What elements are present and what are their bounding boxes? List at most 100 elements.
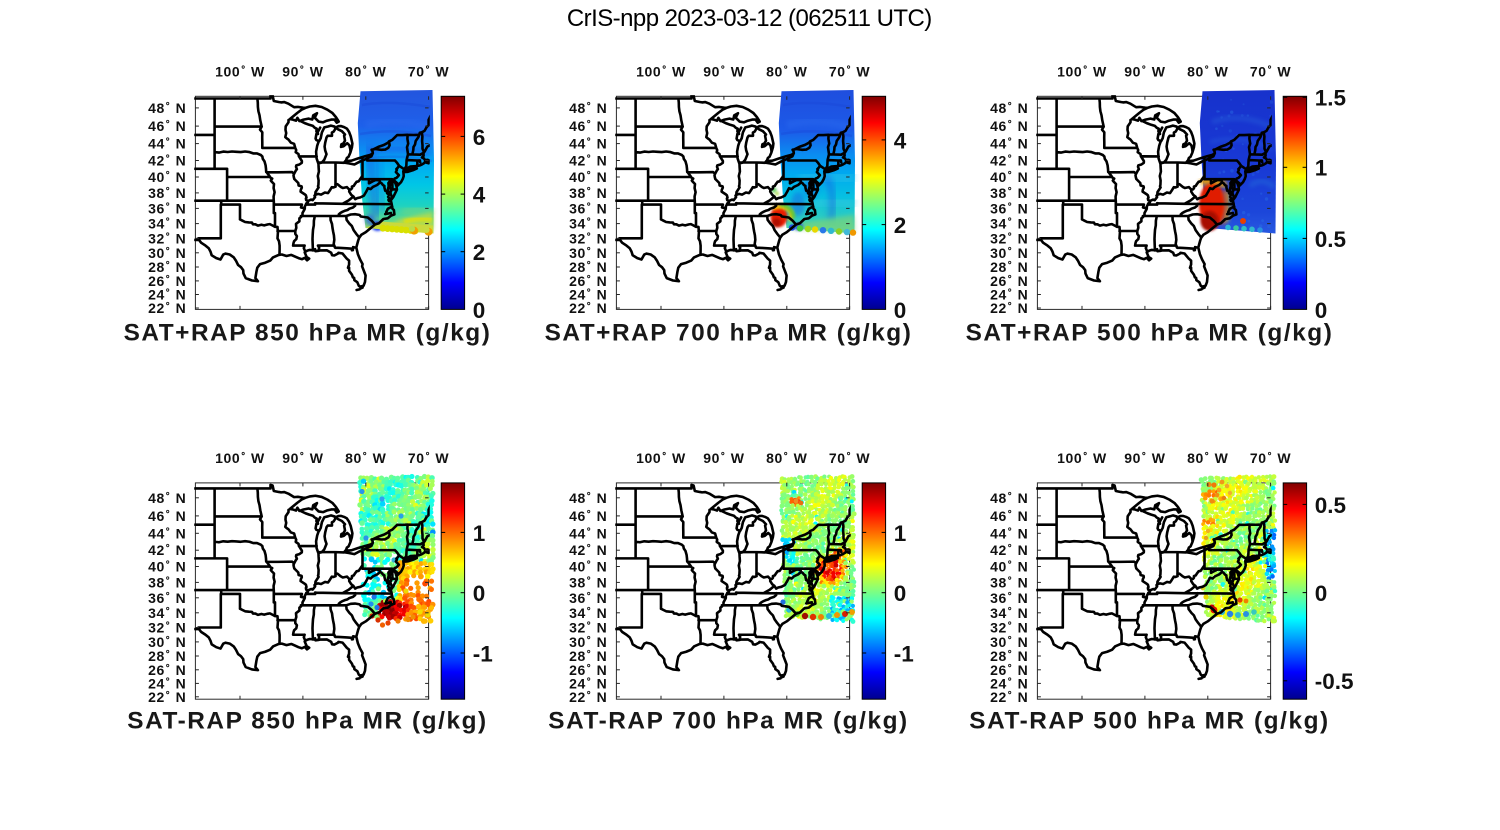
svg-text:36∘ N: 36∘ N — [569, 588, 607, 606]
svg-text:32∘ N: 32∘ N — [148, 618, 186, 636]
svg-text:48∘ N: 48∘ N — [990, 488, 1028, 506]
svg-text:1: 1 — [1315, 156, 1328, 181]
svg-text:22∘ N: 22∘ N — [990, 687, 1028, 705]
svg-text:SAT-RAP 700 hPa MR (g/kg): SAT-RAP 700 hPa MR (g/kg) — [548, 708, 908, 735]
svg-text:32∘ N: 32∘ N — [990, 228, 1028, 246]
svg-text:SAT+RAP 500 hPa MR (g/kg): SAT+RAP 500 hPa MR (g/kg) — [966, 319, 1334, 346]
svg-text:38∘ N: 38∘ N — [569, 183, 607, 201]
svg-text:48∘ N: 48∘ N — [148, 488, 186, 506]
svg-text:4: 4 — [473, 183, 486, 208]
svg-text:0.5: 0.5 — [1315, 493, 1346, 518]
svg-text:80∘ W: 80∘ W — [1187, 448, 1229, 466]
svg-text:26∘ N: 26∘ N — [990, 271, 1028, 289]
svg-text:SAT+RAP 850 hPa MR (g/kg): SAT+RAP 850 hPa MR (g/kg) — [124, 319, 492, 346]
svg-text:70∘ W: 70∘ W — [1250, 62, 1292, 80]
svg-text:30∘ N: 30∘ N — [148, 243, 186, 261]
svg-text:28∘ N: 28∘ N — [569, 257, 607, 275]
svg-text:24∘ N: 24∘ N — [148, 673, 186, 691]
svg-text:0: 0 — [1315, 298, 1328, 323]
svg-text:80∘ W: 80∘ W — [766, 62, 808, 80]
svg-text:26∘ N: 26∘ N — [148, 271, 186, 289]
svg-text:2: 2 — [473, 240, 486, 265]
svg-text:90∘ W: 90∘ W — [1124, 448, 1166, 466]
svg-text:32∘ N: 32∘ N — [148, 228, 186, 246]
svg-text:34∘ N: 34∘ N — [148, 214, 186, 232]
svg-text:40∘ N: 40∘ N — [990, 167, 1028, 185]
svg-text:44∘ N: 44∘ N — [148, 523, 186, 541]
svg-text:24∘ N: 24∘ N — [569, 285, 607, 303]
svg-text:40∘ N: 40∘ N — [148, 167, 186, 185]
svg-text:100∘ W: 100∘ W — [215, 62, 265, 80]
svg-text:48∘ N: 48∘ N — [148, 98, 186, 116]
svg-text:90∘ W: 90∘ W — [282, 448, 324, 466]
svg-text:26∘ N: 26∘ N — [569, 271, 607, 289]
svg-text:SAT+RAP 700 hPa MR (g/kg): SAT+RAP 700 hPa MR (g/kg) — [545, 319, 913, 346]
svg-text:22∘ N: 22∘ N — [990, 298, 1028, 316]
svg-text:44∘ N: 44∘ N — [569, 134, 607, 152]
svg-text:SAT-RAP 850 hPa MR (g/kg): SAT-RAP 850 hPa MR (g/kg) — [127, 708, 487, 735]
svg-text:22∘ N: 22∘ N — [148, 687, 186, 705]
svg-text:32∘ N: 32∘ N — [569, 618, 607, 636]
svg-text:4: 4 — [894, 128, 907, 153]
svg-text:44∘ N: 44∘ N — [990, 134, 1028, 152]
svg-text:40∘ N: 40∘ N — [569, 557, 607, 575]
svg-text:80∘ W: 80∘ W — [345, 448, 387, 466]
svg-text:-1: -1 — [473, 641, 493, 666]
svg-text:46∘ N: 46∘ N — [569, 116, 607, 134]
svg-text:40∘ N: 40∘ N — [148, 557, 186, 575]
svg-text:0: 0 — [473, 581, 486, 606]
svg-text:24∘ N: 24∘ N — [990, 673, 1028, 691]
svg-text:42∘ N: 42∘ N — [569, 151, 607, 169]
svg-text:28∘ N: 28∘ N — [148, 646, 186, 664]
svg-text:90∘ W: 90∘ W — [703, 62, 745, 80]
svg-text:22∘ N: 22∘ N — [148, 298, 186, 316]
svg-text:70∘ W: 70∘ W — [829, 62, 871, 80]
svg-text:32∘ N: 32∘ N — [569, 228, 607, 246]
svg-text:34∘ N: 34∘ N — [990, 214, 1028, 232]
svg-text:30∘ N: 30∘ N — [990, 632, 1028, 650]
svg-text:80∘ W: 80∘ W — [345, 62, 387, 80]
svg-text:80∘ W: 80∘ W — [1187, 62, 1229, 80]
svg-text:0: 0 — [1315, 581, 1328, 606]
svg-text:42∘ N: 42∘ N — [990, 540, 1028, 558]
svg-text:1: 1 — [473, 521, 486, 546]
svg-text:38∘ N: 38∘ N — [990, 183, 1028, 201]
svg-text:40∘ N: 40∘ N — [990, 557, 1028, 575]
svg-text:46∘ N: 46∘ N — [990, 116, 1028, 134]
svg-text:70∘ W: 70∘ W — [408, 62, 450, 80]
svg-text:0: 0 — [473, 298, 486, 323]
svg-text:36∘ N: 36∘ N — [569, 198, 607, 216]
svg-text:46∘ N: 46∘ N — [148, 116, 186, 134]
svg-text:26∘ N: 26∘ N — [148, 660, 186, 678]
svg-text:28∘ N: 28∘ N — [569, 646, 607, 664]
svg-text:34∘ N: 34∘ N — [990, 603, 1028, 621]
svg-text:2: 2 — [894, 213, 907, 238]
svg-text:90∘ W: 90∘ W — [1124, 62, 1166, 80]
svg-text:30∘ N: 30∘ N — [569, 632, 607, 650]
svg-text:70∘ W: 70∘ W — [408, 448, 450, 466]
svg-text:100∘ W: 100∘ W — [215, 448, 265, 466]
svg-text:32∘ N: 32∘ N — [990, 618, 1028, 636]
svg-text:SAT-RAP 500 hPa MR (g/kg): SAT-RAP 500 hPa MR (g/kg) — [969, 708, 1329, 735]
svg-text:42∘ N: 42∘ N — [148, 540, 186, 558]
svg-text:44∘ N: 44∘ N — [148, 134, 186, 152]
svg-text:100∘ W: 100∘ W — [636, 448, 686, 466]
svg-text:90∘ W: 90∘ W — [282, 62, 324, 80]
svg-text:46∘ N: 46∘ N — [990, 506, 1028, 524]
svg-text:30∘ N: 30∘ N — [569, 243, 607, 261]
svg-text:24∘ N: 24∘ N — [569, 673, 607, 691]
svg-text:80∘ W: 80∘ W — [766, 448, 808, 466]
svg-text:48∘ N: 48∘ N — [990, 98, 1028, 116]
svg-text:42∘ N: 42∘ N — [569, 540, 607, 558]
svg-text:42∘ N: 42∘ N — [990, 151, 1028, 169]
svg-text:46∘ N: 46∘ N — [148, 506, 186, 524]
svg-text:26∘ N: 26∘ N — [569, 660, 607, 678]
svg-text:70∘ W: 70∘ W — [1250, 448, 1292, 466]
svg-text:24∘ N: 24∘ N — [990, 285, 1028, 303]
svg-text:38∘ N: 38∘ N — [569, 572, 607, 590]
svg-text:24∘ N: 24∘ N — [148, 285, 186, 303]
svg-text:22∘ N: 22∘ N — [569, 298, 607, 316]
svg-text:0: 0 — [894, 298, 907, 323]
svg-text:28∘ N: 28∘ N — [990, 646, 1028, 664]
svg-text:36∘ N: 36∘ N — [990, 588, 1028, 606]
